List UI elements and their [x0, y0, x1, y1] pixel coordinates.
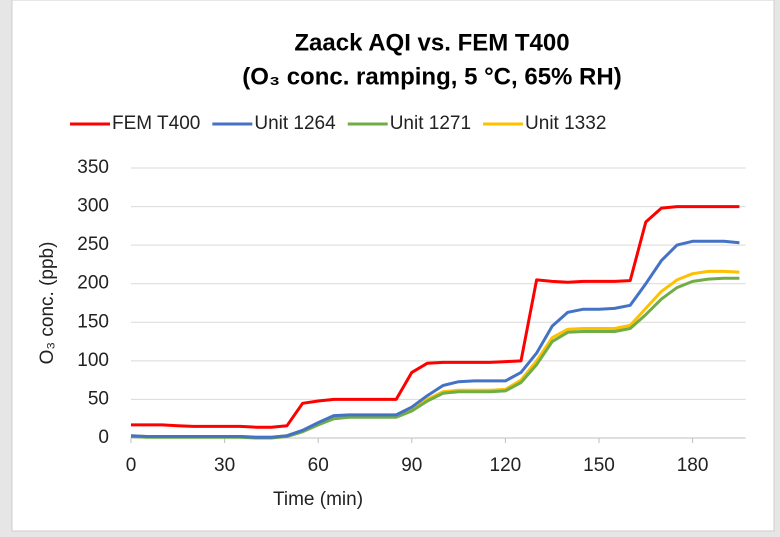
legend-label: FEM T400	[112, 113, 200, 134]
x-tick-label: 150	[583, 455, 615, 476]
x-tick-label: 0	[126, 455, 137, 476]
y-axis-title: O₃ conc. (ppb)	[37, 242, 58, 365]
chart-title: Zaack AQI vs. FEM T400	[294, 29, 569, 56]
chart-subtitle: (O₃ conc. ramping, 5 °C, 65% RH)	[242, 63, 621, 90]
y-tick-label: 0	[98, 427, 109, 448]
y-tick-label: 100	[77, 350, 109, 371]
legend-label: Unit 1332	[525, 113, 606, 134]
y-tick-label: 350	[77, 157, 109, 178]
y-tick-label: 150	[77, 311, 109, 332]
series-line	[130, 239, 740, 439]
y-tick-label: 250	[77, 234, 109, 255]
y-tick-label: 300	[77, 196, 109, 217]
x-tick-label: 90	[401, 455, 422, 476]
x-axis-title: Time (min)	[273, 489, 363, 510]
y-tick-label: 200	[77, 273, 109, 294]
legend-label: Unit 1271	[390, 113, 471, 134]
x-tick-label: 30	[214, 455, 235, 476]
y-tick-label: 50	[88, 388, 109, 409]
series-line	[131, 205, 740, 429]
chart-frame	[11, 0, 775, 532]
legend-label: Unit 1264	[254, 113, 336, 134]
x-tick-label: 60	[308, 455, 329, 476]
x-tick-label: 180	[677, 455, 709, 476]
x-tick-label: 120	[490, 455, 522, 476]
